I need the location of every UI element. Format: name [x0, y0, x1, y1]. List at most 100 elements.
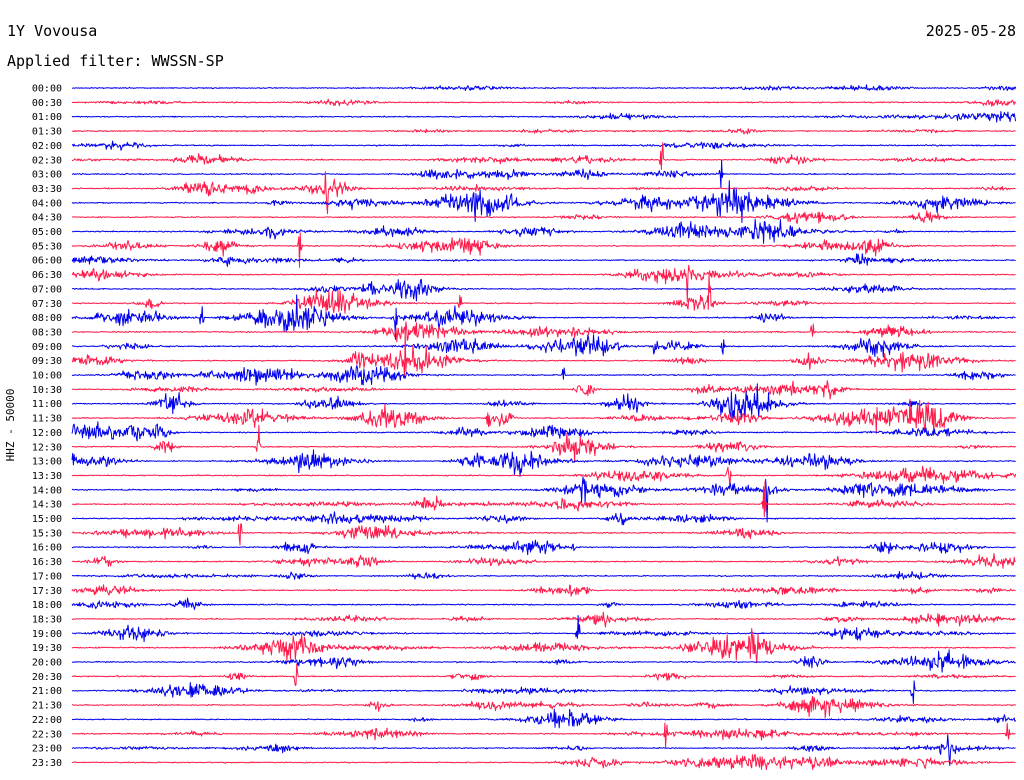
row-label: 23:00: [32, 744, 62, 755]
trace-line: [71, 398, 1016, 436]
trace-line: [71, 334, 1016, 358]
trace-line: [71, 754, 1016, 770]
row-label: 21:30: [32, 701, 62, 712]
row-label: 11:00: [32, 399, 62, 410]
row-label: 05:30: [32, 241, 62, 252]
trace-line: [71, 722, 1016, 748]
trace-line: [71, 272, 1016, 314]
row-label: 00:30: [32, 98, 62, 109]
row-label: 18:00: [32, 600, 62, 611]
trace-line: [71, 98, 1017, 107]
trace-line: [71, 210, 1016, 224]
channel-label: HHZ - 50000: [4, 389, 17, 462]
trace-line: [71, 180, 1016, 223]
row-label: 14:30: [32, 500, 62, 511]
row-label: 16:00: [32, 543, 62, 554]
trace-line: [72, 140, 1016, 151]
row-label: 00:00: [32, 84, 62, 95]
trace-line: [71, 696, 1016, 719]
row-label: 10:00: [32, 371, 62, 382]
trace-line: [71, 611, 1016, 628]
filter-label: Applied filter: WWSSN-SP: [7, 52, 224, 70]
row-label: 10:30: [32, 385, 62, 396]
row-label: 13:30: [32, 471, 62, 482]
trace-line: [71, 523, 1016, 546]
row-label: 13:00: [32, 457, 62, 468]
row-label: 23:30: [32, 758, 62, 769]
trace-line: [71, 708, 1017, 729]
row-label: 08:00: [32, 313, 62, 324]
trace-line: [71, 615, 1016, 643]
row-label: 09:30: [32, 356, 62, 367]
row-label: 21:00: [32, 686, 62, 697]
station-title: 1Y Vovousa: [7, 22, 97, 40]
trace-line: [71, 421, 1016, 442]
trace-line: [71, 570, 1016, 580]
trace-line: [72, 171, 1016, 215]
trace-line: [71, 264, 1016, 303]
trace-line: [72, 380, 1016, 400]
trace-line: [71, 649, 1016, 673]
trace-line: [71, 294, 1016, 340]
row-label: 01:30: [32, 127, 62, 138]
row-label: 19:00: [32, 629, 62, 640]
trace-line: [72, 680, 1016, 704]
trace-line: [71, 628, 1016, 664]
trace-line: [71, 84, 1017, 91]
trace-line: [71, 424, 1016, 463]
row-label: 06:30: [32, 270, 62, 281]
row-label: 03:30: [32, 184, 62, 195]
trace-line: [71, 278, 1016, 302]
row-label: 22:00: [32, 715, 62, 726]
row-label: 12:30: [32, 442, 62, 453]
row-label: 17:30: [32, 586, 62, 597]
row-label: 15:00: [32, 514, 62, 525]
row-label: 16:30: [32, 557, 62, 568]
row-label: 07:30: [32, 299, 62, 310]
trace-rows: [71, 84, 1017, 770]
trace-line: [71, 553, 1016, 569]
trace-line: [71, 328, 1016, 379]
row-label: 05:00: [32, 227, 62, 238]
row-label: 12:00: [32, 428, 62, 439]
row-label: 04:30: [32, 213, 62, 224]
trace-line: [71, 159, 1016, 189]
trace-line: [71, 218, 1016, 244]
trace-line: [71, 253, 1016, 267]
row-label: 02:00: [32, 141, 62, 152]
trace-line: [71, 597, 1016, 610]
row-label: 09:00: [32, 342, 62, 353]
trace-line: [71, 584, 1016, 597]
trace-line: [71, 449, 1016, 477]
trace-line: [71, 365, 1016, 386]
row-label: 07:00: [32, 284, 62, 295]
row-label: 03:00: [32, 170, 62, 181]
row-label: 17:00: [32, 571, 62, 582]
row-label: 19:30: [32, 643, 62, 654]
trace-line: [71, 142, 1016, 171]
row-label: 20:00: [32, 658, 62, 669]
row-label: 22:30: [32, 729, 62, 740]
trace-line: [71, 663, 1016, 686]
trace-line: [71, 539, 1016, 556]
trace-line: [71, 734, 1016, 766]
trace-line: [71, 383, 1016, 420]
row-labels: 00:00 00:30 01:00 01:30 02:00 02:30 03:00 03:30…: [32, 84, 62, 769]
row-label: 08:30: [32, 327, 62, 338]
trace-line: [71, 111, 1017, 123]
row-label: 04:00: [32, 198, 62, 209]
trace-line: [71, 480, 1016, 518]
date-label: 2025-05-28: [926, 22, 1016, 40]
row-label: 01:00: [32, 112, 62, 123]
row-label: 14:00: [32, 485, 62, 496]
trace-line: [71, 465, 1017, 487]
trace-line: [71, 321, 1016, 343]
row-label: 11:30: [32, 414, 62, 425]
row-label: 18:30: [32, 614, 62, 625]
trace-line: [71, 476, 1016, 523]
trace-line: [71, 128, 1016, 135]
trace-line: [71, 511, 1016, 526]
row-label: 15:30: [32, 528, 62, 539]
row-label: 02:30: [32, 155, 62, 166]
